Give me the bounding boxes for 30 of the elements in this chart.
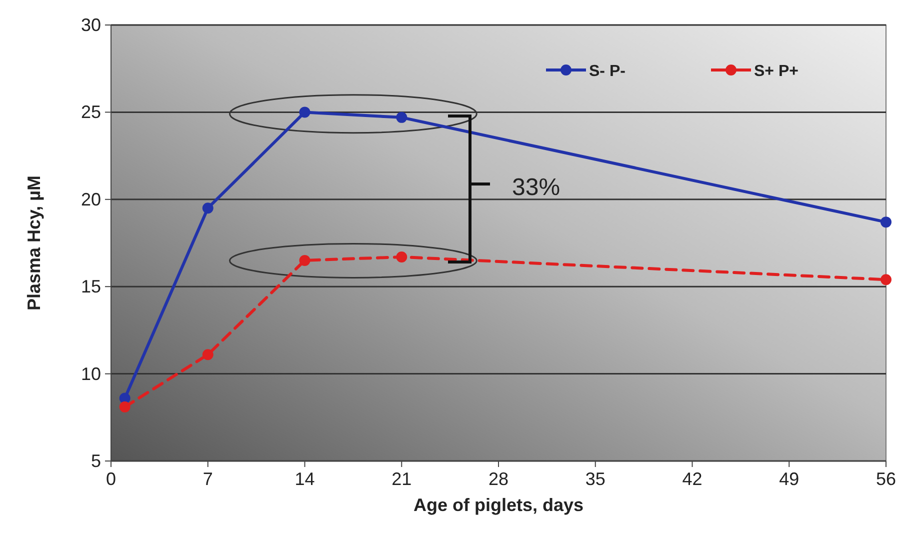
y-tick-label: 20 (80, 189, 101, 210)
point (396, 112, 408, 123)
point (202, 349, 214, 360)
x-tick-label: 7 (202, 469, 213, 489)
annotation: 33% (512, 174, 560, 201)
point (299, 106, 310, 118)
y-tick-label: 15 (80, 276, 101, 297)
y-tick-label: 25 (80, 102, 101, 122)
y-tick-label: 10 (80, 364, 101, 384)
point (119, 401, 130, 412)
y-axis-title: Plasma Hcy, µM (24, 175, 44, 311)
x-tick-label: 0 (106, 469, 116, 489)
point (202, 202, 214, 214)
point (396, 251, 408, 262)
point (299, 254, 310, 266)
point (119, 392, 130, 404)
x-tick-label: 56 (876, 469, 896, 489)
x-tick-label: 14 (294, 469, 315, 489)
y-tick-label: 30 (80, 15, 101, 35)
x-tick-label: 35 (585, 469, 606, 489)
point (880, 216, 892, 228)
x-tick-label: 42 (682, 469, 702, 489)
point (880, 274, 892, 286)
legend-label: S- P- (589, 63, 626, 80)
y-tick-label: 5 (90, 451, 101, 471)
x-axis-title: Age of piglets, days (413, 495, 584, 515)
x-tick-label: 21 (392, 469, 412, 489)
x-tick-label: 28 (488, 469, 509, 489)
x-tick-label: 49 (779, 469, 800, 489)
legend-label: S+ P+ (754, 63, 798, 80)
